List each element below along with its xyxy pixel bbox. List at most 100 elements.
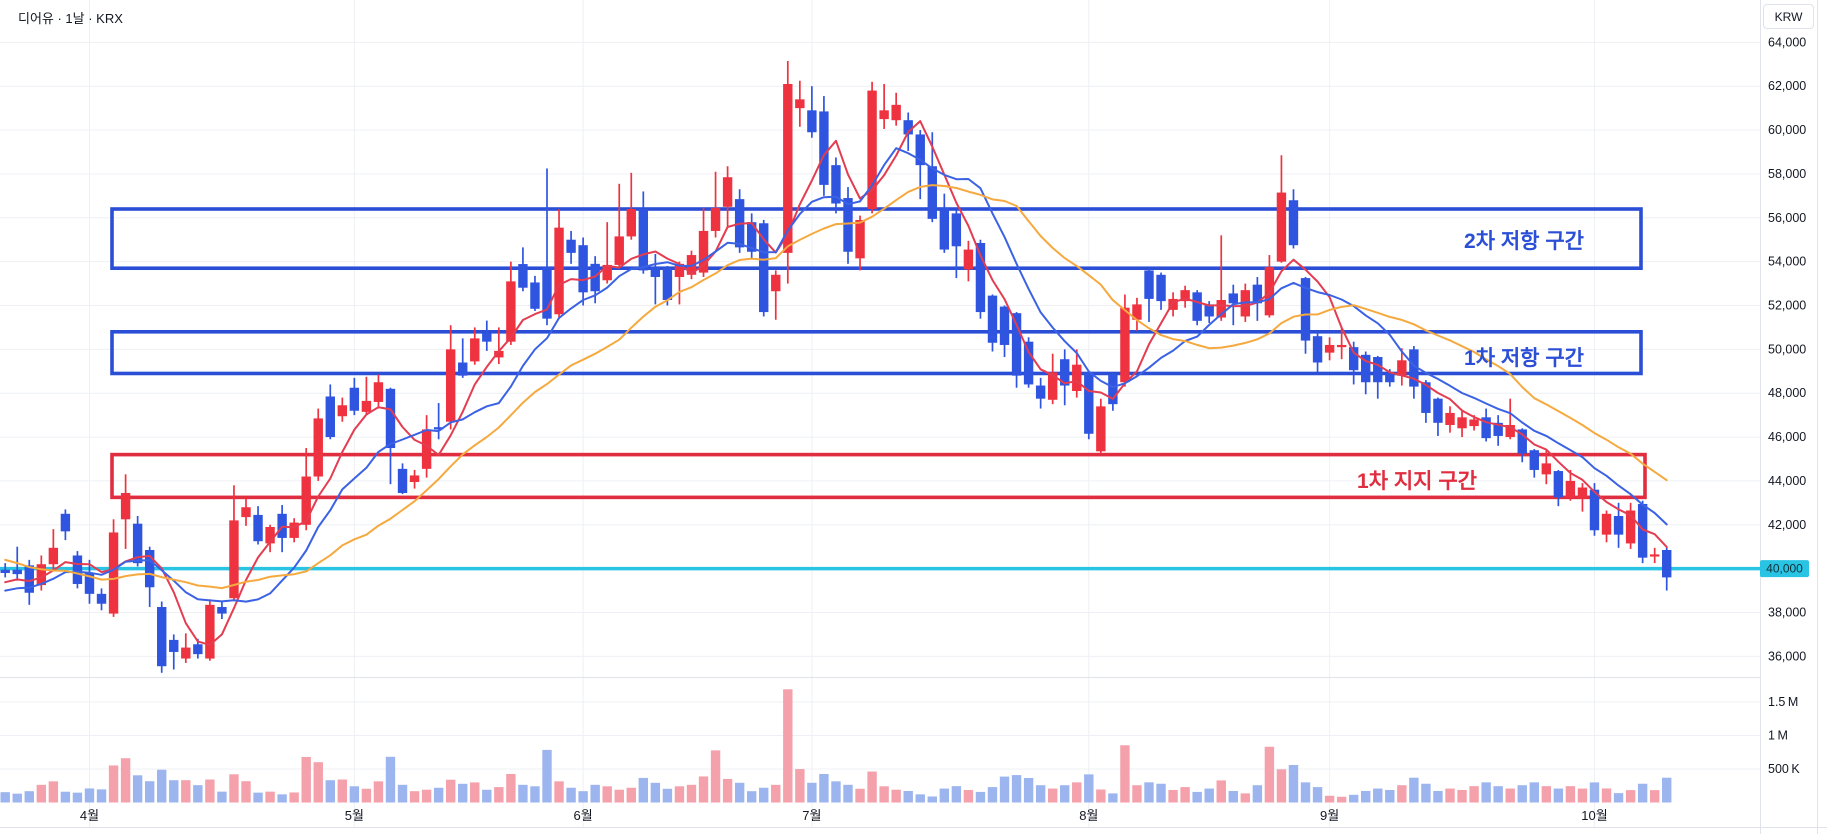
volume-bar[interactable] <box>614 789 624 803</box>
volume-bar[interactable] <box>241 781 251 803</box>
volume-bar[interactable] <box>722 778 733 803</box>
candle[interactable] <box>72 555 83 584</box>
candle[interactable] <box>783 84 793 253</box>
candle[interactable] <box>181 647 191 659</box>
volume-bar[interactable] <box>157 769 167 803</box>
candle[interactable] <box>614 236 624 265</box>
candle[interactable] <box>1421 382 1431 413</box>
volume-bar[interactable] <box>879 786 889 803</box>
volume-bar[interactable] <box>1180 787 1190 803</box>
candle[interactable] <box>1288 200 1299 246</box>
candle[interactable] <box>84 573 95 594</box>
candle[interactable] <box>1276 192 1287 262</box>
volume-bar[interactable] <box>1096 789 1106 803</box>
candle[interactable] <box>1481 417 1491 439</box>
candle[interactable] <box>999 306 1010 345</box>
volume-bar[interactable] <box>470 782 480 803</box>
candle[interactable] <box>722 177 733 207</box>
volume-bar[interactable] <box>843 784 853 803</box>
candle[interactable] <box>710 207 721 231</box>
candle[interactable] <box>289 522 299 538</box>
candle[interactable] <box>1505 425 1515 438</box>
candle[interactable] <box>650 267 661 277</box>
candle[interactable] <box>337 405 348 417</box>
volume-bar[interactable] <box>1144 782 1154 803</box>
volume-bar[interactable] <box>1457 789 1467 803</box>
candle[interactable] <box>975 242 986 313</box>
volume-bar[interactable] <box>1240 793 1251 803</box>
volume-bar[interactable] <box>1625 790 1636 803</box>
volume-bar[interactable] <box>638 777 649 803</box>
candle[interactable] <box>1108 374 1118 405</box>
volume-bar[interactable] <box>1192 791 1202 803</box>
volume-bar[interactable] <box>867 771 877 803</box>
volume-bar[interactable] <box>1072 782 1082 803</box>
volume-bar[interactable] <box>903 790 913 803</box>
candle[interactable] <box>1433 398 1443 423</box>
candle[interactable] <box>662 268 673 301</box>
candle[interactable] <box>1577 487 1588 499</box>
candle[interactable] <box>373 382 384 402</box>
candle[interactable] <box>771 274 781 292</box>
volume-bar[interactable] <box>12 793 22 803</box>
volume-bar[interactable] <box>313 762 323 803</box>
candle[interactable] <box>927 166 937 219</box>
volume-bar[interactable] <box>807 782 817 803</box>
volume-bar[interactable] <box>963 789 974 803</box>
volume-bar[interactable] <box>662 788 673 803</box>
volume-bar[interactable] <box>987 787 998 803</box>
candle[interactable] <box>1228 293 1238 304</box>
candle[interactable] <box>566 239 576 253</box>
volume-bar[interactable] <box>1084 774 1094 803</box>
volume-bar[interactable] <box>1288 764 1299 803</box>
candle[interactable] <box>506 281 516 342</box>
candle[interactable] <box>24 565 34 593</box>
candle[interactable] <box>698 230 709 273</box>
volume-bar[interactable] <box>0 792 10 803</box>
candle[interactable] <box>1625 510 1636 544</box>
volume-bar[interactable] <box>1035 785 1046 803</box>
volume-bar[interactable] <box>698 776 709 803</box>
volume-bar[interactable] <box>927 796 937 803</box>
candle[interactable] <box>1385 373 1395 383</box>
candle[interactable] <box>1156 274 1166 302</box>
volume-bar[interactable] <box>458 783 468 803</box>
volume-bar[interactable] <box>325 780 335 803</box>
month-label[interactable]: 7월 <box>802 808 821 823</box>
volume-bar[interactable] <box>1252 785 1263 803</box>
volume-bar[interactable] <box>1264 746 1275 803</box>
month-label[interactable]: 8월 <box>1079 808 1098 823</box>
candle[interactable] <box>1541 463 1552 475</box>
month-label[interactable]: 5월 <box>345 808 364 823</box>
candle[interactable] <box>1144 270 1154 299</box>
volume-bar[interactable] <box>1156 783 1166 803</box>
volume-bar[interactable] <box>1637 783 1648 803</box>
volume-bar[interactable] <box>734 782 745 803</box>
volume-bar[interactable] <box>1481 782 1491 803</box>
candle[interactable] <box>1553 471 1564 498</box>
candle[interactable] <box>60 513 71 532</box>
volume-bar[interactable] <box>759 787 769 803</box>
volume-bar[interactable] <box>1433 790 1443 803</box>
volume-bar[interactable] <box>1228 790 1238 803</box>
candle[interactable] <box>1324 344 1335 353</box>
candle[interactable] <box>1397 360 1407 376</box>
volume-bar[interactable] <box>1385 789 1395 803</box>
candle[interactable] <box>169 639 179 652</box>
candle[interactable] <box>1204 304 1214 317</box>
volume-bar[interactable] <box>289 792 299 803</box>
volume-bar[interactable] <box>1108 793 1118 803</box>
volume-bar[interactable] <box>24 791 34 803</box>
volume-bar[interactable] <box>397 784 408 803</box>
candle[interactable] <box>1168 298 1178 310</box>
candle[interactable] <box>253 514 263 542</box>
volume-bar[interactable] <box>337 779 348 803</box>
volume-bar[interactable] <box>349 786 360 803</box>
candle[interactable] <box>1047 372 1058 400</box>
volume-bar[interactable] <box>1324 795 1335 803</box>
candle[interactable] <box>421 429 432 469</box>
candle[interactable] <box>1096 406 1106 452</box>
candle[interactable] <box>879 110 889 120</box>
candle[interactable] <box>361 400 372 412</box>
